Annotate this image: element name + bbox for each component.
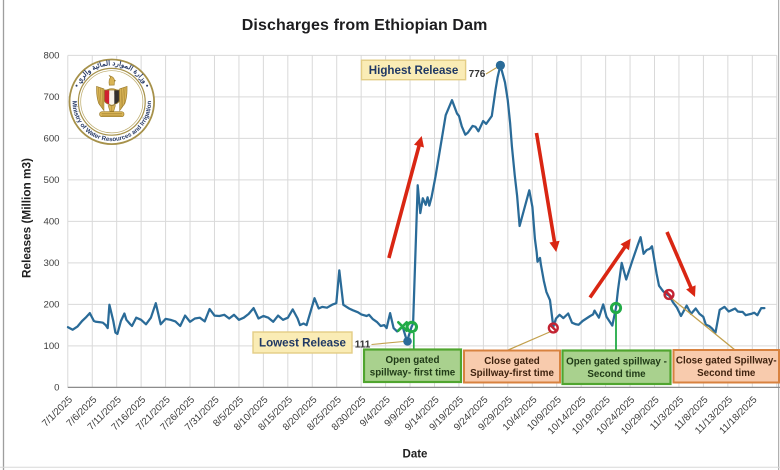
svg-text:Second time: Second time xyxy=(697,368,756,379)
svg-text:800: 800 xyxy=(43,51,59,62)
svg-text:Open gated: Open gated xyxy=(386,355,440,366)
svg-text:300: 300 xyxy=(43,258,59,269)
svg-text:Spillway-first time: Spillway-first time xyxy=(470,368,554,379)
svg-text:Lowest Release: Lowest Release xyxy=(259,337,347,350)
svg-text:400: 400 xyxy=(43,217,59,228)
svg-text:776: 776 xyxy=(469,69,486,80)
svg-text:111: 111 xyxy=(355,340,371,351)
svg-text:Date: Date xyxy=(403,449,428,461)
svg-text:Second time: Second time xyxy=(587,369,646,380)
svg-text:500: 500 xyxy=(43,175,59,186)
svg-text:Open gated spillway -: Open gated spillway - xyxy=(566,357,667,368)
svg-text:Discharges from Ethiopian Dam: Discharges from Ethiopian Dam xyxy=(242,17,488,34)
svg-text:200: 200 xyxy=(43,300,59,311)
svg-text:100: 100 xyxy=(43,341,59,352)
svg-text:Highest Release: Highest Release xyxy=(369,64,459,77)
svg-text:0: 0 xyxy=(54,383,59,394)
svg-text:Close gated Spillway-: Close gated Spillway- xyxy=(676,356,777,367)
svg-text:600: 600 xyxy=(43,134,59,145)
svg-text:700: 700 xyxy=(43,92,59,103)
svg-text:Releases (Million m3): Releases (Million m3) xyxy=(20,158,34,278)
svg-text:Close gated: Close gated xyxy=(484,356,540,367)
svg-text:spillway- first time: spillway- first time xyxy=(370,367,456,378)
